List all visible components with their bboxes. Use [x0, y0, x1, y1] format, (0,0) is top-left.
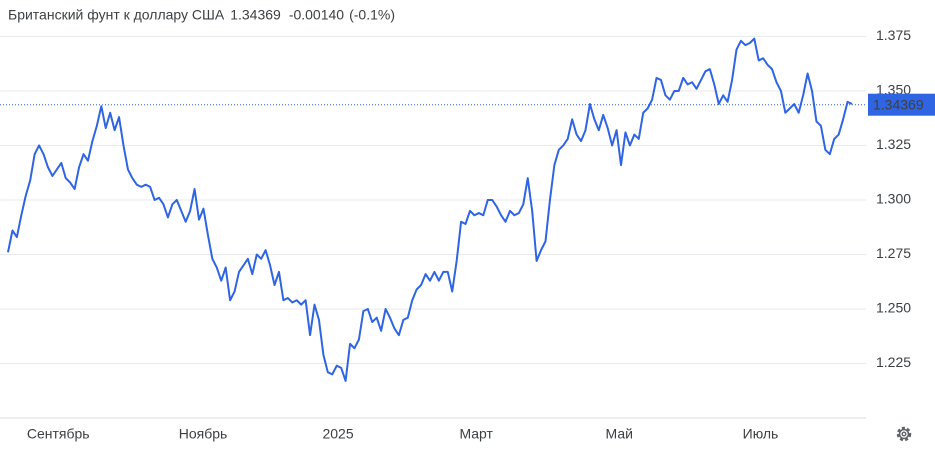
gear-hole: [901, 431, 907, 437]
y-tick-label: 1.300: [876, 191, 911, 207]
x-tick-label: 2025: [322, 426, 353, 442]
change-pct: (-0.1%): [349, 7, 395, 23]
y-tick-label: 1.325: [876, 136, 911, 152]
y-tick-label: 1.375: [876, 27, 911, 43]
price: 1.34369: [230, 7, 281, 23]
x-tick-label: Сентябрь: [27, 426, 90, 442]
y-tick-label: 1.350: [876, 82, 911, 98]
y-tick-label: 1.250: [876, 300, 911, 316]
gear-teeth: [896, 426, 912, 442]
current-price-badge: [868, 93, 935, 116]
gear-body: [898, 428, 910, 440]
x-tick-label: Май: [606, 426, 633, 442]
x-tick-label: Июль: [743, 426, 779, 442]
settings-icon[interactable]: [896, 426, 912, 442]
y-tick-label: 1.275: [876, 245, 911, 261]
current-price-label: 1.34369: [873, 96, 924, 112]
chart-title: Британский фунт к доллару США: [8, 7, 225, 23]
x-tick-label: Ноябрь: [179, 426, 228, 442]
y-tick-label: 1.225: [876, 354, 911, 370]
change: -0.00140: [289, 7, 344, 23]
x-tick-label: Март: [459, 426, 493, 442]
price-line: [7, 37, 853, 382]
